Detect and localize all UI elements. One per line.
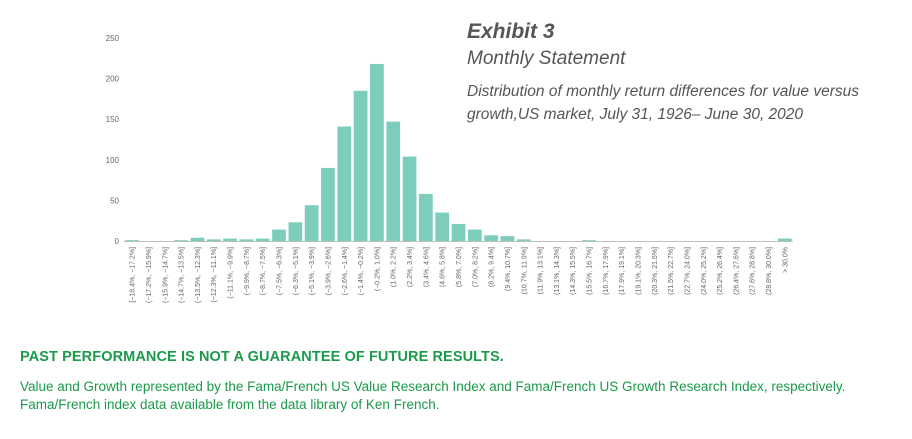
x-tick-label: (2.2%, 3.4%] xyxy=(407,247,414,287)
histogram-bar xyxy=(484,235,498,241)
x-tick-label: (−14.7%, −13.5%] xyxy=(179,247,186,303)
x-tick-label: (13.1%, 14.3%] xyxy=(554,247,561,295)
histogram-bar xyxy=(288,222,303,241)
y-tick-label: 150 xyxy=(106,115,120,124)
histogram-bar xyxy=(777,238,792,241)
x-tick-label: (15.5%, 16.7%] xyxy=(587,247,594,295)
histogram-bar xyxy=(190,237,205,241)
x-tick-label: (24.0%, 25.2%] xyxy=(701,247,708,295)
histogram-bar xyxy=(451,223,466,241)
histogram-bar xyxy=(516,239,531,241)
y-tick-label: 200 xyxy=(106,75,120,84)
x-tick-label: (−3.9%, −2.6%] xyxy=(325,247,332,295)
x-tick-label: (1.0%, 2.2%] xyxy=(391,247,398,287)
x-tick-label: (7.0%, 8.2%] xyxy=(472,247,479,287)
x-tick-label: (−0.2%, 1.0%] xyxy=(374,247,381,291)
x-tick-label: (25.2%, 26.4%] xyxy=(717,247,724,295)
x-tick-label: (−1.4%, −0.2%] xyxy=(358,247,365,295)
exhibit-number: Exhibit 3 xyxy=(467,20,555,43)
x-tick-label: (3.4%, 4.6%] xyxy=(423,247,430,287)
y-axis: 0 50 100 150 200 250 xyxy=(106,34,120,246)
x-tick-label: (17.9%, 19.1%] xyxy=(619,247,626,295)
x-tick-label: (8.2%, 9.4%] xyxy=(489,247,496,287)
x-tick-label: (16.7%, 17.9%] xyxy=(603,247,610,295)
histogram-bar xyxy=(206,239,221,241)
y-tick-label: 100 xyxy=(106,156,120,165)
x-tick-label: (−15.9%, −14.7%] xyxy=(162,247,169,303)
x-tick-label: (14.3%, 15.5%] xyxy=(570,247,577,295)
x-tick-label: (−12.3%, −11.1%] xyxy=(211,247,218,303)
histogram-bar xyxy=(223,238,237,241)
histogram-bar xyxy=(353,90,368,241)
x-tick-label: (−5.1%, −3.9%] xyxy=(309,247,316,295)
x-tick-label: > 30.0% xyxy=(782,247,789,273)
histogram-bar xyxy=(337,126,352,241)
x-tick-label: (9.4%, 10.7%] xyxy=(505,247,512,291)
x-tick-label: (19.1%, 20.3%] xyxy=(635,247,642,295)
histogram-bar xyxy=(174,240,188,241)
x-tick-label: (−8.7%, −7.5%] xyxy=(260,247,267,295)
x-tick-label: (28.8%, 30.0%] xyxy=(766,247,773,295)
chart-description: Distribution of monthly return differenc… xyxy=(467,83,859,123)
x-tick-label: (−7.5%, −6.3%] xyxy=(277,247,284,295)
x-tick-label: (−13.5%, −12.3%] xyxy=(195,247,202,303)
histogram-bar xyxy=(582,240,596,241)
histogram-bar xyxy=(419,193,433,241)
histogram-bar xyxy=(321,167,335,241)
x-tick-label: (−17.2%, −15.9%] xyxy=(146,247,153,303)
histogram-bar xyxy=(304,205,319,241)
x-tick-label: (−9.9%, −8.7%] xyxy=(244,247,251,295)
x-tick-label: (22.7%, 24.0%] xyxy=(684,247,691,295)
performance-disclaimer: PAST PERFORMANCE IS NOT A GUARANTEE OF F… xyxy=(20,349,504,365)
histogram-bar xyxy=(239,239,254,241)
histogram-bar xyxy=(255,238,270,241)
x-tick-label: (5.8%, 7.0%] xyxy=(456,247,463,287)
x-tick-label: (10.7%, 11.9%] xyxy=(521,247,528,294)
histogram-bar xyxy=(500,236,515,241)
footnote: Value and Growth represented by the Fama… xyxy=(20,378,900,414)
histogram-chart: 0 50 100 150 200 250 [−18.4%, −17.2%] (−17.2%,… xyxy=(106,34,793,303)
x-tick-label: (−11.1%, −9.9%] xyxy=(228,247,235,299)
histogram-bar xyxy=(435,212,450,241)
x-tick-label: (26.4%, 27.6%] xyxy=(733,247,740,295)
y-tick-label: 250 xyxy=(106,34,120,43)
histogram-bar xyxy=(272,229,286,241)
histogram-bar xyxy=(402,156,417,241)
x-tick-label: (−6.3%, −5.1%] xyxy=(293,247,300,295)
histogram-bar xyxy=(125,240,140,241)
y-tick-label: 0 xyxy=(115,237,120,246)
x-tick-label: (11.9%, 13.1%] xyxy=(538,247,545,294)
x-tick-label: (27.6%, 28.8%] xyxy=(750,247,757,295)
x-tick-label: [−18.4%, −17.2%] xyxy=(130,247,137,303)
footnote-line-1: Value and Growth represented by the Fama… xyxy=(20,379,846,394)
histogram-bar xyxy=(467,229,482,241)
histogram-bar xyxy=(386,121,401,241)
x-tick-label: (21.5%, 22.7%] xyxy=(668,247,675,295)
y-tick-label: 50 xyxy=(110,196,119,205)
histogram-bar xyxy=(370,63,384,242)
x-tick-label: (4.6%, 5.8%] xyxy=(440,247,447,287)
bars xyxy=(125,63,792,242)
x-tick-label: (20.3%, 21.5%] xyxy=(652,247,659,295)
chart-subtitle: Monthly Statement xyxy=(467,48,626,69)
footnote-line-2: Fama/French index data available from th… xyxy=(20,397,440,412)
x-axis-labels: [−18.4%, −17.2%] (−17.2%, −15.9%] (−15.9%,… xyxy=(130,247,790,303)
x-tick-label: (−2.6%, −1.4%] xyxy=(342,247,349,295)
